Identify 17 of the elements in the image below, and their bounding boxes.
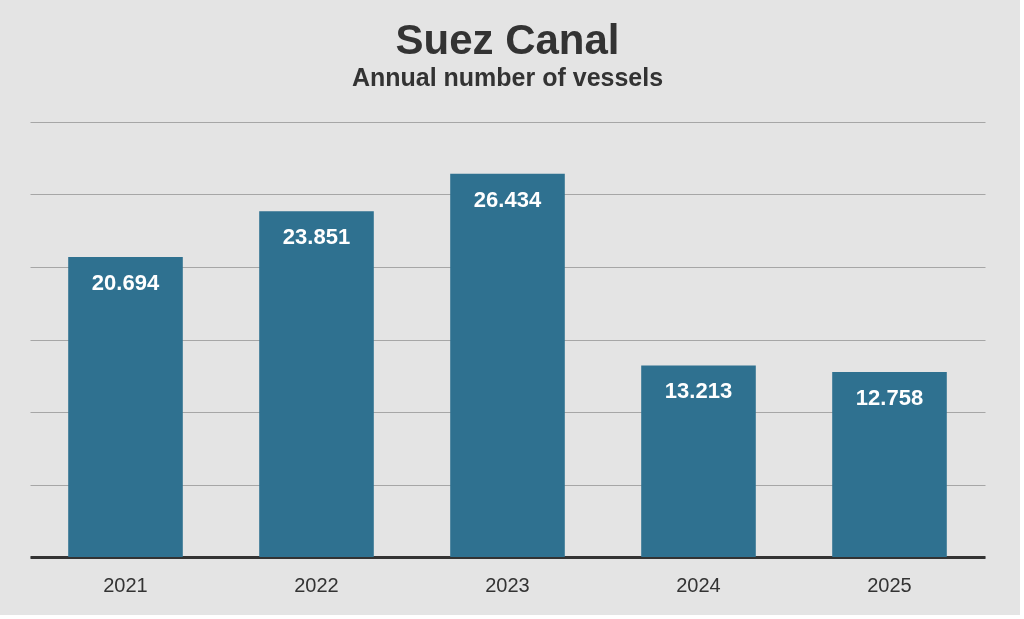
bar	[259, 211, 374, 557]
data-label: 26.434	[473, 186, 542, 212]
x-tick-label: 2025	[867, 573, 912, 596]
x-tick-label: 2023	[485, 573, 530, 596]
x-tick-label: 2021	[103, 573, 148, 596]
data-label: 12.758	[855, 385, 924, 411]
data-label: 13.213	[664, 378, 733, 404]
bar	[68, 256, 183, 557]
chart-title: Suez Canal	[395, 16, 620, 63]
bar	[450, 173, 565, 557]
bar	[641, 365, 756, 557]
data-label: 23.851	[282, 224, 351, 250]
chart-subtitle: Annual number of vessels	[351, 63, 664, 91]
bar	[832, 372, 947, 557]
x-tick-label: 2024	[676, 573, 721, 596]
x-tick-label: 2022	[294, 573, 339, 596]
data-label: 20.694	[91, 269, 160, 295]
